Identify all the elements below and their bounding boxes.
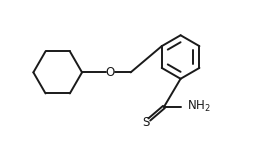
Text: NH$_2$: NH$_2$	[187, 99, 211, 115]
Text: S: S	[142, 116, 150, 129]
Text: O: O	[105, 66, 115, 79]
